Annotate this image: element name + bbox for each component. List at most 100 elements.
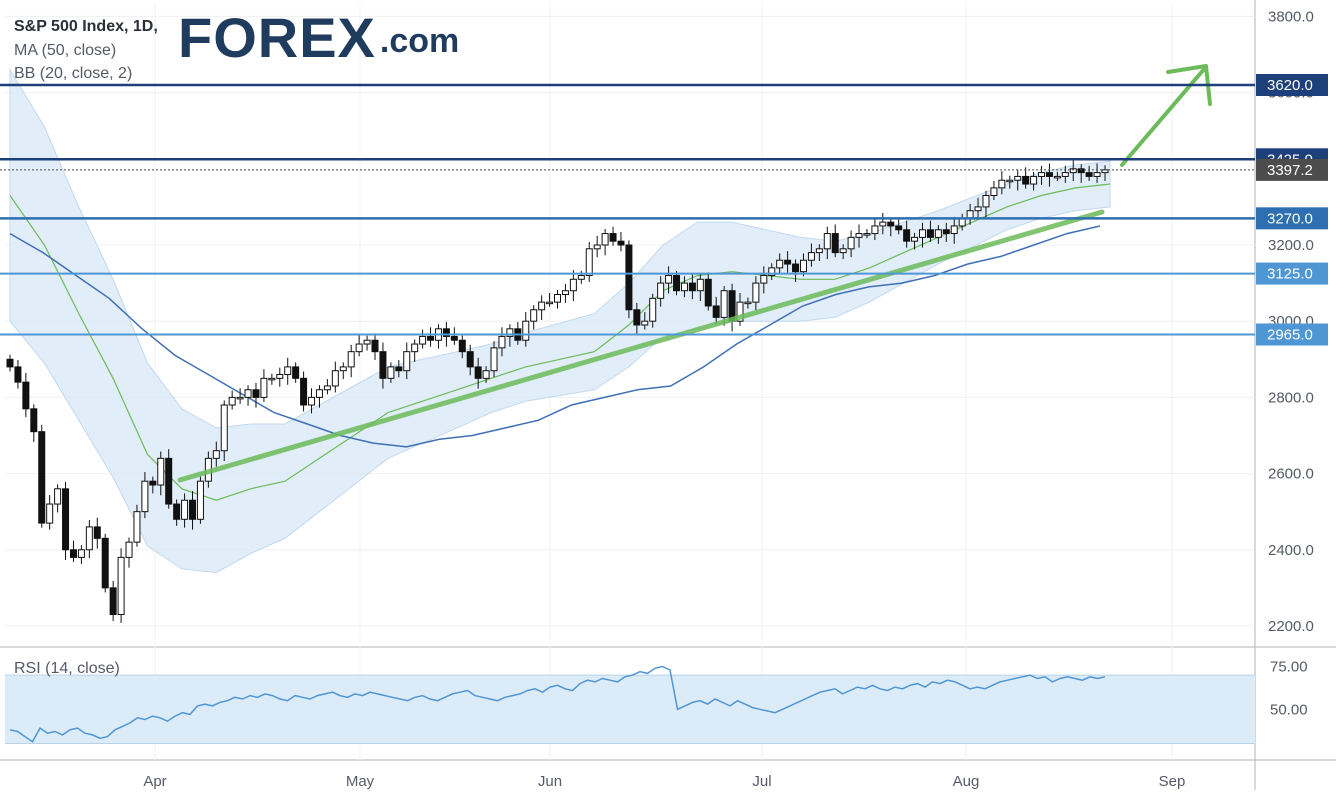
candle-body xyxy=(260,377,268,398)
candle-body xyxy=(22,381,30,410)
level-label-box xyxy=(1256,323,1328,346)
candle-body xyxy=(673,274,681,292)
candle-body xyxy=(712,305,720,318)
candle-body xyxy=(522,320,530,341)
logo-text: FOREX xyxy=(178,6,376,69)
ma-legend: MA (50, close) xyxy=(14,42,117,59)
candle-body xyxy=(339,366,347,372)
candle-body xyxy=(450,335,458,341)
level-label: 3397.2 xyxy=(1267,162,1313,179)
candle-body xyxy=(633,309,641,326)
candle-body xyxy=(212,450,220,459)
price-axis-tick: 3200.0 xyxy=(1268,237,1314,254)
candle-body xyxy=(982,194,990,208)
candle-body xyxy=(181,499,189,520)
candle-body xyxy=(554,294,561,303)
target-arrow-head xyxy=(1166,64,1212,106)
chart-title: S&P 500 Index, 1D, xyxy=(14,18,158,35)
candle-body xyxy=(355,343,363,353)
candle-body xyxy=(934,229,942,238)
candle-body xyxy=(546,301,554,305)
candle-body xyxy=(30,408,38,433)
candle-body xyxy=(855,233,863,238)
candle-body xyxy=(308,396,316,406)
candle-body xyxy=(442,328,450,337)
level-label: 3620.0 xyxy=(1267,77,1313,94)
candle-body xyxy=(252,389,260,398)
rsi-axis-tick: 50.00 xyxy=(1270,701,1308,718)
candle-body xyxy=(649,297,657,322)
candle-body xyxy=(498,335,506,349)
candle-body xyxy=(117,556,125,616)
ma50-line xyxy=(9,225,1101,448)
candle-body xyxy=(998,179,1006,189)
candle-body xyxy=(300,377,308,406)
level-label-box xyxy=(1256,158,1328,181)
candle-body xyxy=(323,385,331,391)
price-axis-tick: 2600.0 xyxy=(1268,466,1314,483)
candle-body xyxy=(807,252,815,261)
candle-body xyxy=(704,278,712,307)
candle-body xyxy=(236,396,244,400)
price-axis-tick: 2200.0 xyxy=(1268,618,1314,635)
candle-body xyxy=(752,282,760,303)
candle-body xyxy=(919,229,926,238)
candle-body xyxy=(141,480,149,513)
price-axis-tick: 2400.0 xyxy=(1268,542,1314,559)
rsi-band xyxy=(5,675,1255,744)
candle-body xyxy=(926,229,934,238)
candle-body xyxy=(14,366,22,383)
price-axis-tick: 3800.0 xyxy=(1268,8,1314,25)
candle-body xyxy=(54,488,62,505)
candle-body xyxy=(625,244,633,311)
candle-body xyxy=(474,366,482,379)
candle-body xyxy=(1069,168,1077,174)
candle-body xyxy=(331,370,339,387)
candle-body xyxy=(363,339,371,345)
candle-body xyxy=(220,404,228,452)
level-label-box xyxy=(1256,74,1328,96)
level-label: 3270.0 xyxy=(1267,210,1313,227)
candle-body xyxy=(617,240,625,246)
bb-legend: BB (20, close, 2) xyxy=(14,65,133,82)
candle-body xyxy=(427,335,435,341)
forex-logo: FOREX .com xyxy=(178,10,459,66)
candle-body xyxy=(609,233,617,242)
candle-body xyxy=(1030,175,1038,185)
candle-body xyxy=(85,526,93,551)
candle-body xyxy=(744,301,752,305)
candle-body xyxy=(196,480,204,520)
candle-body xyxy=(379,351,387,379)
candle-body xyxy=(1053,175,1061,179)
level-label-box xyxy=(1256,207,1328,230)
level-label: 3125.0 xyxy=(1267,266,1313,283)
candle-body xyxy=(292,366,300,379)
candle-body xyxy=(490,347,498,372)
candle-body xyxy=(1077,168,1085,174)
candle-body xyxy=(77,549,85,558)
candle-body xyxy=(911,236,919,242)
rsi-axis-tick: 75.00 xyxy=(1270,659,1308,676)
candle-body xyxy=(1006,179,1014,183)
candle-body xyxy=(1085,172,1093,177)
candle-body xyxy=(93,526,101,539)
candle-body xyxy=(799,259,807,273)
level-label: 2965.0 xyxy=(1267,327,1313,344)
candle-body xyxy=(284,366,292,376)
candle-body xyxy=(46,503,54,524)
candle-body xyxy=(950,225,958,235)
candle-body xyxy=(149,480,157,486)
candle-body xyxy=(990,187,998,196)
candle-body xyxy=(395,366,403,372)
trendline xyxy=(177,209,1105,483)
candle-body xyxy=(887,221,895,227)
candle-body xyxy=(792,263,800,273)
candle-body xyxy=(657,282,665,299)
price-axis-tick: 2800.0 xyxy=(1268,389,1314,406)
candle-body xyxy=(871,225,879,235)
candle-body xyxy=(69,549,77,558)
candle-body xyxy=(942,229,950,235)
candle-body xyxy=(577,274,585,280)
